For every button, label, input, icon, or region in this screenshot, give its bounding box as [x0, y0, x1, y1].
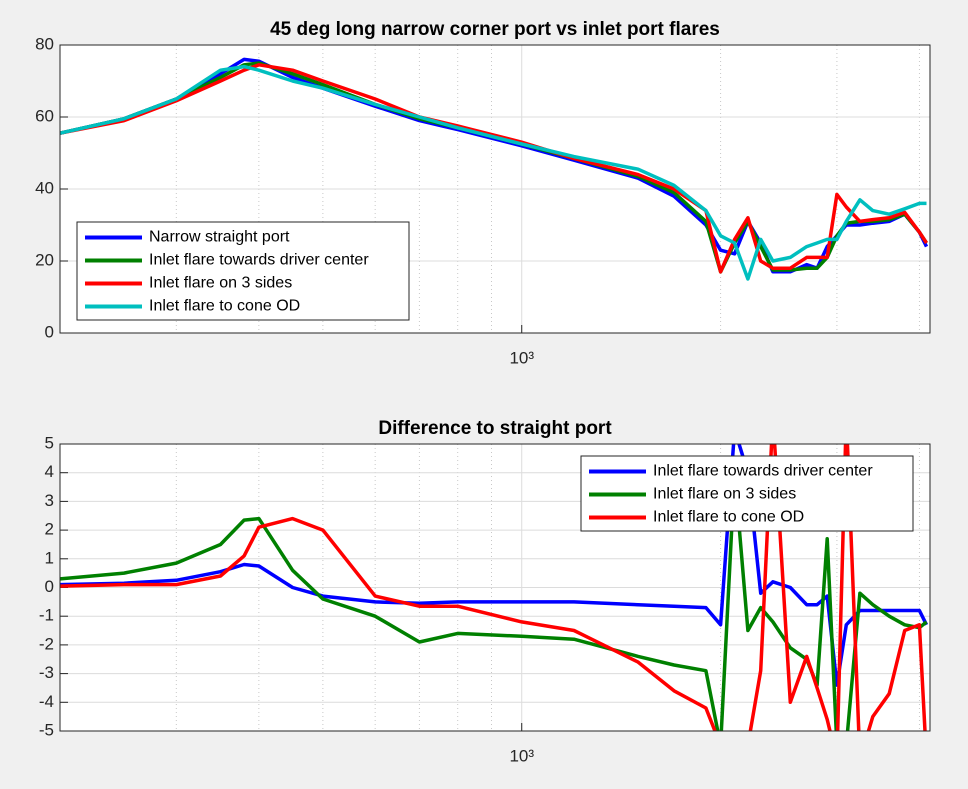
y-tick-label: 60 — [35, 106, 54, 125]
legend-label: Inlet flare towards driver center — [653, 463, 873, 480]
y-tick-label: 20 — [35, 250, 54, 269]
y-tick-label: -3 — [39, 663, 54, 682]
legend-label: Inlet flare on 3 sides — [653, 486, 796, 503]
series-line — [60, 63, 928, 274]
y-tick-label: -1 — [39, 606, 54, 625]
legend-label: Inlet flare towards driver center — [149, 252, 369, 269]
x-tick-label: 10³ — [509, 348, 534, 367]
axes-frame — [59, 443, 931, 732]
y-tick-label: 1 — [45, 548, 54, 567]
y-tick-label: 5 — [45, 433, 54, 452]
x-tick-label: 10³ — [509, 746, 534, 765]
y-tick-label: 3 — [45, 491, 54, 510]
legend-label: Narrow straight port — [149, 229, 290, 246]
y-tick-label: 4 — [45, 462, 54, 481]
y-tick-label: 2 — [45, 520, 54, 539]
legend-label: Inlet flare to cone OD — [149, 298, 300, 315]
y-tick-label: 0 — [45, 322, 54, 341]
y-tick-label: 80 — [35, 34, 54, 53]
chart-title: Difference to straight port — [378, 418, 612, 439]
y-tick-label: -5 — [39, 720, 54, 739]
y-tick-label: -2 — [39, 634, 54, 653]
legend-label: Inlet flare to cone OD — [653, 509, 804, 526]
y-tick-label: -4 — [39, 692, 54, 711]
legend-label: Inlet flare on 3 sides — [149, 275, 292, 292]
chart-title: 45 deg long narrow corner port vs inlet … — [270, 19, 720, 40]
y-tick-label: 40 — [35, 178, 54, 197]
series-line — [60, 64, 927, 281]
y-tick-label: 0 — [45, 577, 54, 596]
axes-frame — [59, 44, 931, 334]
series-line — [60, 444, 927, 731]
